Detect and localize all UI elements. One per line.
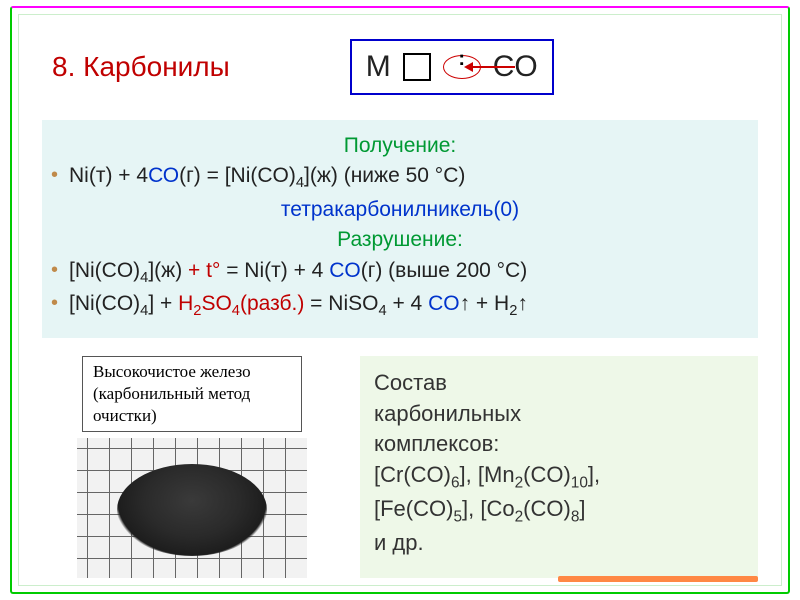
equation-3: [Ni(CO)4] + H2SO4(разб.) = NiSO4 + 4 CO↑… [57, 289, 743, 323]
cx-l3: комплексов: [374, 429, 744, 460]
cx-l5c: (CO) [523, 496, 571, 521]
eq3-so-s4: 4 [232, 304, 240, 320]
cx-l5a: [Fe(CO) [374, 496, 453, 521]
cx-l4s1: 6 [451, 475, 460, 492]
carbonyl-bond-diagram: M : CO [350, 39, 554, 95]
eq3-b: ] + [148, 292, 178, 315]
eq3-a: [Ni(CO) [69, 292, 140, 315]
eq2-t: + t° [188, 259, 220, 282]
equation-1: Ni(т) + 4СО(г) = [Ni(CO)4](ж) (ниже 50 °… [57, 161, 743, 195]
cx-l5: [Fe(CO)5], [Co2(CO)8] [374, 494, 744, 528]
eq2-d: (г) (выше 200 °С) [361, 259, 528, 282]
cx-l4b: ], [Mn [460, 462, 515, 487]
eq3-so: SO [201, 292, 231, 315]
cx-l4: [Cr(CO)6], [Mn2(CO)10], [374, 460, 744, 494]
iron-caption-l3: очистки) [93, 406, 157, 425]
eq2-b: ](ж) [148, 259, 188, 282]
cx-l1: Состав [374, 368, 744, 399]
accent-bar-icon [558, 576, 758, 582]
heading-decomposition: Разрушение: [57, 225, 743, 255]
lone-pair-ellipse-icon: : [443, 55, 481, 79]
iron-powder-image [77, 438, 307, 578]
equation-2: [Ni(CO)4](ж) + t° = Ni(т) + 4 CO(г) (выш… [57, 256, 743, 290]
eq1-pre: Ni(т) + 4 [69, 164, 148, 187]
heading-preparation: Получение: [57, 131, 743, 161]
diagram-m-label: M [366, 50, 391, 84]
eq1-sub: 4 [296, 176, 304, 192]
cx-l4d: ], [588, 462, 600, 487]
cx-l4a: [Cr(CO) [374, 462, 451, 487]
eq3-co: CO [428, 292, 460, 315]
cx-l5d: ] [579, 496, 585, 521]
eq2-c: = Ni(т) + 4 [220, 259, 329, 282]
cx-l6: и др. [374, 528, 744, 559]
iron-caption-l1: Высокочистое железо [93, 362, 251, 381]
cx-l5b: ], [Co [462, 496, 515, 521]
slide-title: 8. Карбонилы [42, 51, 230, 83]
eq3-e: ↑ + H [460, 292, 510, 315]
cx-l2: карбонильных [374, 399, 744, 430]
eq3-razb: (разб.) [240, 292, 304, 315]
iron-caption: Высокочистое железо (карбонильный метод … [82, 356, 302, 432]
eq1-tail: ](ж) (ниже 50 °С) [304, 164, 465, 187]
eq3-sub2: 4 [378, 304, 386, 320]
cx-l4s2: 2 [515, 475, 524, 492]
cx-l5s1: 5 [453, 509, 462, 526]
orbital-box-icon [403, 53, 431, 81]
powder-pile-icon [117, 464, 267, 556]
eq2-co: CO [329, 259, 361, 282]
eq1-post: (г) = [Ni(CO) [179, 164, 296, 187]
iron-caption-l2: (карбонильный метод [93, 384, 250, 403]
eq2-a: [Ni(CO) [69, 259, 140, 282]
eq1-co: СО [148, 164, 179, 187]
eq3-d: + 4 [387, 292, 428, 315]
eq3-h: H [178, 292, 193, 315]
compound-name: тетракарбонилникель(0) [57, 195, 743, 225]
eq3-f: ↑ [517, 292, 528, 315]
cx-l4s3: 10 [571, 475, 588, 492]
eq3-c: = NiSO [304, 292, 378, 315]
cx-l5s2: 2 [515, 509, 524, 526]
cx-l4c: (CO) [523, 462, 571, 487]
reactions-panel: Получение: Ni(т) + 4СО(г) = [Ni(CO)4](ж)… [42, 120, 758, 338]
complexes-panel: Состав карбонильных комплексов: [Cr(CO)6… [360, 356, 758, 578]
